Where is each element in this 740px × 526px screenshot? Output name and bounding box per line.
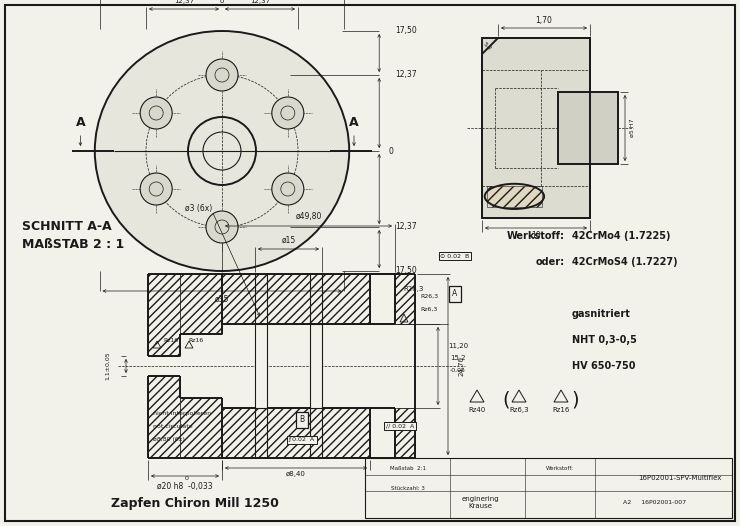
Text: 0: 0 [185,476,189,480]
Ellipse shape [95,31,349,271]
Bar [180,274,222,334]
Text: ø15: ø15 [281,236,295,245]
Text: ø3 (6x): ø3 (6x) [185,205,212,214]
Text: Maßstab  2:1: Maßstab 2:1 [389,467,425,471]
Text: B: B [300,416,305,424]
Text: R26,3: R26,3 [403,286,423,292]
Text: Rz16: Rz16 [188,339,204,343]
Text: // 0.02  A: // 0.02 A [386,423,414,429]
Text: 5,2: 5,2 [482,41,492,51]
Text: 15,2: 15,2 [450,355,465,361]
Text: R26,3: R26,3 [420,294,438,298]
Bar [148,376,180,458]
Text: A: A [349,116,359,129]
Ellipse shape [485,184,544,209]
Bar [395,408,415,458]
Text: 42CrMoS4 (1.7227): 42CrMoS4 (1.7227) [572,257,678,267]
Text: 1,70: 1,70 [536,15,553,25]
Bar [222,274,370,324]
Text: 17,50: 17,50 [395,267,417,276]
Text: 12,37: 12,37 [250,0,270,4]
Text: HV 650-750: HV 650-750 [572,361,636,371]
Text: ø49,80: ø49,80 [295,213,322,221]
Text: nicht interpolieren: nicht interpolieren [153,411,211,417]
Text: ø35: ø35 [215,295,229,304]
Text: 10: 10 [531,231,541,240]
Text: oder:: oder: [536,257,565,267]
Text: 24,70: 24,70 [459,356,465,376]
Text: Rz16: Rz16 [163,339,178,343]
Bar [222,408,370,458]
Text: enginering
Krause: enginering Krause [461,497,499,510]
Text: A2     16P02001-007: A2 16P02001-007 [623,501,687,505]
Text: ø8,80 (6x): ø8,80 (6x) [153,438,185,442]
Text: Zapfen Chiron Mill 1250: Zapfen Chiron Mill 1250 [111,498,279,511]
Bar [365,458,732,518]
Text: Werkstoff:: Werkstoff: [507,231,565,241]
Bar [148,274,180,356]
Text: SCHNITT A-A: SCHNITT A-A [22,219,112,232]
Text: gasnitriert: gasnitriert [572,309,631,319]
Text: ø20 h8  -0,033: ø20 h8 -0,033 [157,481,213,491]
Text: Werkstoff:: Werkstoff: [546,467,574,471]
Text: 12,37: 12,37 [395,222,417,231]
Circle shape [140,173,172,205]
Bar [395,274,415,324]
Circle shape [272,97,304,129]
Text: ƒ 0.02  A: ƒ 0.02 A [289,438,315,442]
Text: (: ( [502,390,510,410]
Text: 12,37: 12,37 [174,0,194,4]
Bar [558,92,618,164]
Circle shape [206,211,238,243]
Text: ø5 H7: ø5 H7 [630,119,634,137]
Text: 16P02001-SPV-Multiflex: 16P02001-SPV-Multiflex [639,476,722,481]
Text: ø8,40: ø8,40 [286,471,306,477]
Text: 42CrMo4 (1.7225): 42CrMo4 (1.7225) [572,231,670,241]
Text: 11,20: 11,20 [448,343,468,349]
Circle shape [206,59,238,91]
Bar [487,186,542,207]
Bar [255,324,267,408]
Text: 12,37: 12,37 [395,70,417,79]
Text: Rz40: Rz40 [468,407,485,413]
Text: ): ) [571,390,579,410]
Text: Rz6,3: Rz6,3 [509,407,529,413]
Text: not circulate: not circulate [153,423,192,429]
Text: -0,05: -0,05 [450,368,466,372]
Circle shape [272,173,304,205]
Text: 0: 0 [388,147,394,156]
Text: A: A [452,289,457,298]
Text: MAßSTAB 2 : 1: MAßSTAB 2 : 1 [22,238,124,250]
Circle shape [140,97,172,129]
Text: Stückzahl: 3: Stückzahl: 3 [391,485,425,491]
Text: NHT 0,3-0,5: NHT 0,3-0,5 [572,335,637,345]
Bar [310,324,322,408]
Bar [482,38,590,218]
Text: o: o [220,0,224,4]
Text: 1.1±0,05: 1.1±0,05 [106,352,110,380]
Text: ⊙ 0.02  B: ⊙ 0.02 B [440,254,470,258]
Text: 17,50: 17,50 [395,26,417,35]
Bar [180,398,222,458]
Text: Rz6,3: Rz6,3 [420,307,437,311]
Text: A: A [75,116,85,129]
Text: Rz16: Rz16 [552,407,570,413]
